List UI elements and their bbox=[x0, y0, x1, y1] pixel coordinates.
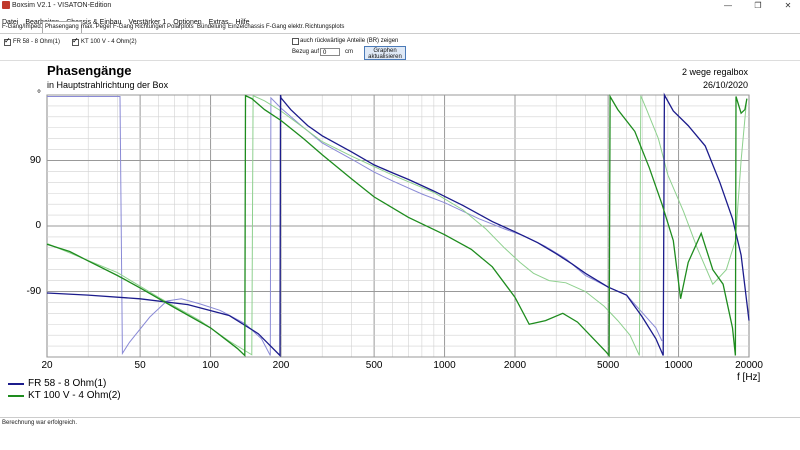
tab-fgang-richtungen[interactable]: F-Gang Richtungen bbox=[113, 24, 166, 30]
y-tick-label: 90 bbox=[29, 154, 41, 166]
plot-date: 26/10/2020 bbox=[702, 80, 748, 90]
bezug-label: Bezug auf bbox=[292, 49, 320, 55]
x-tick-label: 10000 bbox=[664, 360, 693, 371]
x-tick-label: 1000 bbox=[433, 360, 456, 371]
tab-fgang-elektr[interactable]: F-Gang elektr. bbox=[266, 24, 305, 30]
x-axis-label: f [Hz] bbox=[737, 372, 761, 383]
app-logo-icon bbox=[2, 1, 10, 9]
series-line-2 bbox=[46, 94, 748, 358]
tab-phasengang[interactable]: Phasengang bbox=[42, 21, 82, 33]
legend-swatch-blue bbox=[8, 383, 24, 385]
window-title: Boxsim V2.1 - VISATON-Edition bbox=[12, 2, 112, 9]
series-line-0 bbox=[46, 92, 750, 358]
update-graphs-button[interactable]: Graphen aktualisieren bbox=[364, 46, 406, 60]
minimize-button[interactable]: — bbox=[724, 1, 732, 10]
bezug-unit: cm bbox=[345, 49, 353, 55]
tab-max-pegel[interactable]: max. Pegel bbox=[81, 24, 112, 30]
series1-checkbox[interactable] bbox=[4, 36, 11, 46]
menu-extras[interactable]: Extras bbox=[208, 19, 229, 26]
x-tick-label: 200 bbox=[272, 360, 290, 371]
menu-hilfe[interactable]: Hilfe bbox=[235, 19, 250, 26]
x-tick-label: 20 bbox=[41, 360, 53, 371]
series-line-3 bbox=[46, 94, 747, 356]
menu-optionen[interactable]: Optionen bbox=[173, 19, 202, 26]
menu-datei[interactable]: Datei bbox=[2, 19, 19, 26]
maximize-button[interactable]: ❐ bbox=[754, 1, 762, 10]
tab-einzelchassis[interactable]: Einzelchassis bbox=[228, 24, 265, 30]
close-button[interactable]: ✕ bbox=[784, 1, 792, 10]
plot-title: Phasengänge bbox=[47, 63, 132, 78]
x-tick-label: 50 bbox=[134, 360, 146, 371]
update-graphs-line2: aktualisieren bbox=[368, 54, 402, 60]
series-line-1 bbox=[47, 96, 663, 356]
legend-swatch-green bbox=[8, 395, 24, 397]
status-bar: Berechnung war erfolgreich. bbox=[0, 417, 800, 427]
plot-project-name: 2 wege regalbox bbox=[681, 67, 748, 77]
legend-label-series1: FR 58 - 8 Ohm(1) bbox=[28, 378, 107, 389]
legend-label-series2: KT 100 V - 4 Ohm(2) bbox=[28, 390, 121, 401]
x-tick-label: 5000 bbox=[596, 360, 620, 371]
tab-bar: F-Gang/Imped. Phasengang max. Pegel F-Ga… bbox=[0, 21, 800, 34]
series2-checkbox-label: KT 100 V - 4 Ohm(2) bbox=[81, 39, 137, 45]
x-tick-label: 2000 bbox=[503, 360, 527, 371]
bezug-input[interactable]: 0 bbox=[320, 48, 340, 56]
x-tick-label: 100 bbox=[202, 360, 219, 371]
tab-buendelung[interactable]: Bündelung bbox=[197, 24, 226, 30]
y-tick-label: 0 bbox=[35, 220, 41, 231]
tab-polarplots[interactable]: Polarplots bbox=[167, 24, 194, 30]
x-tick-label: 20000 bbox=[735, 360, 763, 371]
rear-components-label: auch rückwärtige Anteile (BR) zeigen bbox=[300, 38, 399, 44]
tab-richtungsplots[interactable]: Richtungsplots bbox=[305, 24, 345, 30]
series2-checkbox[interactable] bbox=[72, 36, 79, 46]
x-tick-label: 500 bbox=[365, 360, 383, 371]
y-tick-label: ° bbox=[37, 89, 41, 100]
update-graphs-line1: Graphen bbox=[373, 48, 397, 54]
plot-subtitle: in Hauptstrahlrichtung der Box bbox=[47, 80, 169, 90]
title-bar: Boxsim V2.1 - VISATON-Edition — ❐ ✕ bbox=[0, 0, 800, 11]
menu-verstaerker[interactable]: Verstärker 1 bbox=[128, 19, 167, 26]
rear-components-checkbox[interactable] bbox=[292, 38, 299, 45]
y-tick-label: -90 bbox=[26, 285, 41, 297]
series1-checkbox-label: FR 58 - 8 Ohm(1) bbox=[13, 39, 61, 45]
menu-chassis[interactable]: Chassis & Einbau bbox=[66, 19, 122, 26]
tab-fgang-imped[interactable]: F-Gang/Imped. bbox=[2, 24, 43, 30]
